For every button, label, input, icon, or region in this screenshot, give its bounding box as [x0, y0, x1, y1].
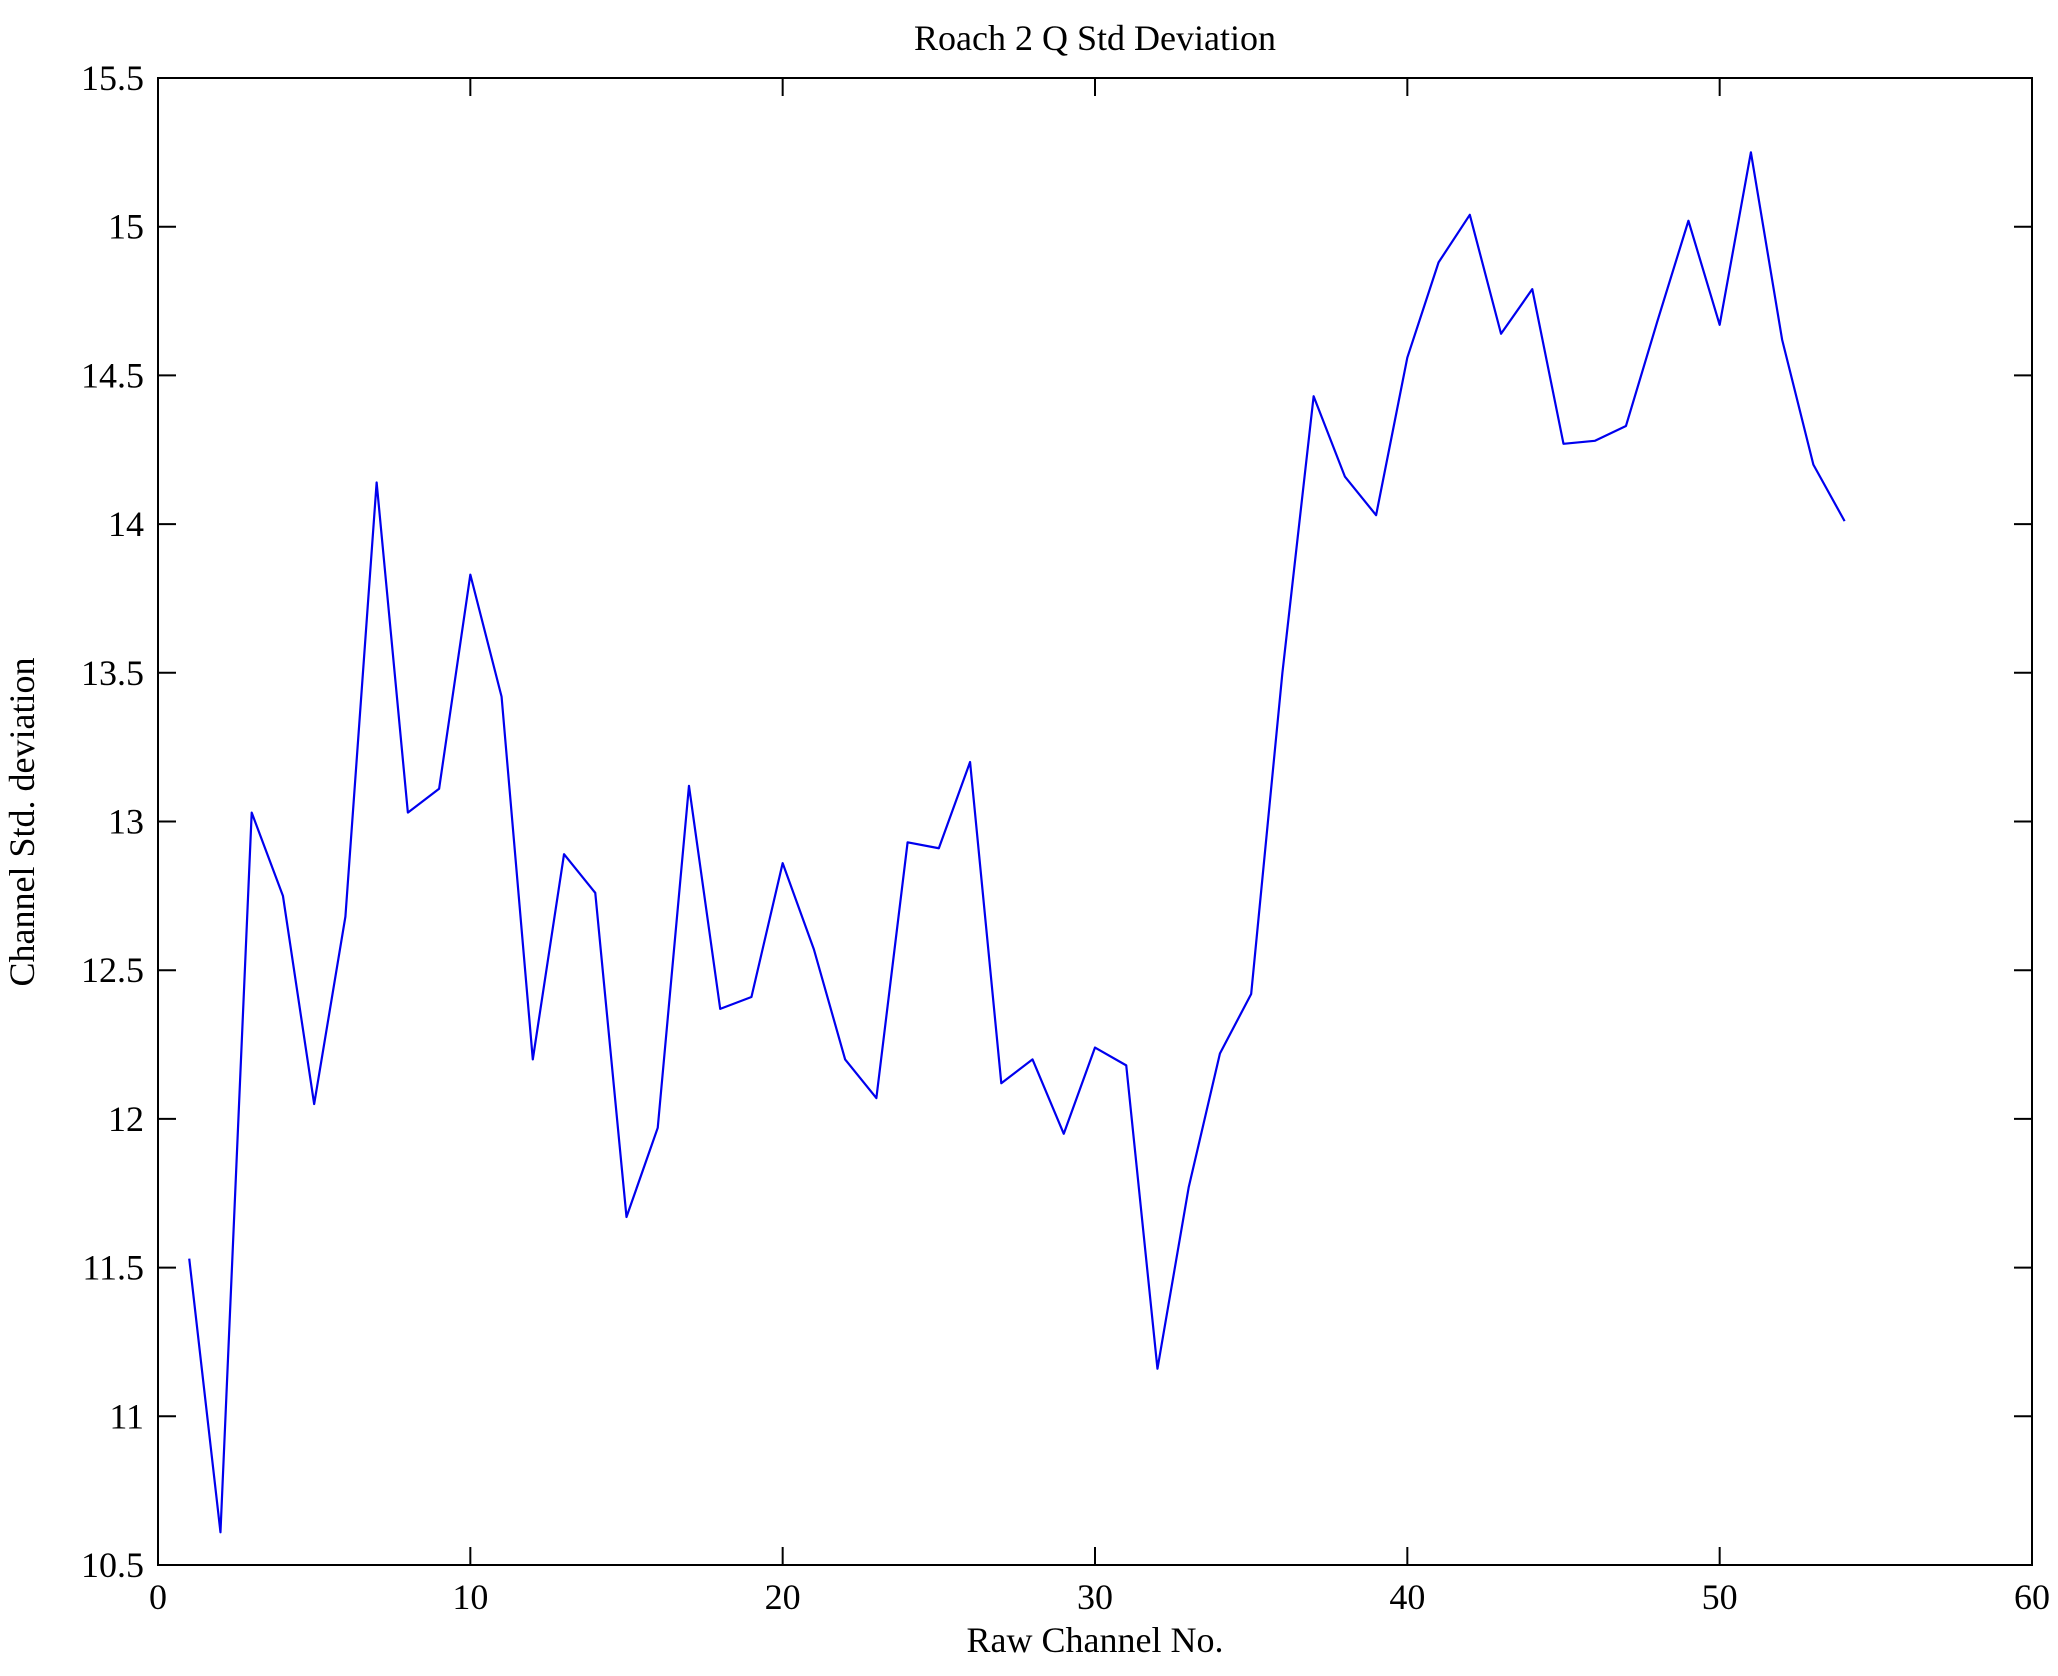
axes-box: [157, 77, 2033, 1566]
y-tick-label: 10.5: [81, 1545, 144, 1585]
y-tick-label: 11.5: [82, 1248, 144, 1288]
data-line: [188, 151, 1846, 1534]
y-tick-label: 12.5: [81, 950, 144, 990]
x-tick-label: 50: [1702, 1577, 1738, 1617]
y-tick-label: 12: [108, 1099, 144, 1139]
x-tick-label: 20: [765, 1577, 801, 1617]
y-tick-label: 13: [108, 802, 144, 842]
y-axis-label: Channel Std. deviation: [2, 658, 42, 987]
x-tick-label: 30: [1077, 1577, 1113, 1617]
x-tick-label: 0: [149, 1577, 167, 1617]
x-tick-label: 60: [2014, 1577, 2050, 1617]
y-tick-label: 11: [109, 1396, 144, 1436]
y-tick-label: 14.5: [81, 355, 144, 395]
y-tick-label: 14: [108, 504, 144, 544]
x-tick-label: 40: [1389, 1577, 1425, 1617]
x-axis-label: Raw Channel No.: [967, 1620, 1224, 1660]
y-tick-label: 15: [108, 207, 144, 247]
x-tick-label: 10: [452, 1577, 488, 1617]
y-tick-label: 13.5: [81, 653, 144, 693]
chart-title: Roach 2 Q Std Deviation: [914, 18, 1276, 58]
y-tick-label: 15.5: [81, 58, 144, 98]
